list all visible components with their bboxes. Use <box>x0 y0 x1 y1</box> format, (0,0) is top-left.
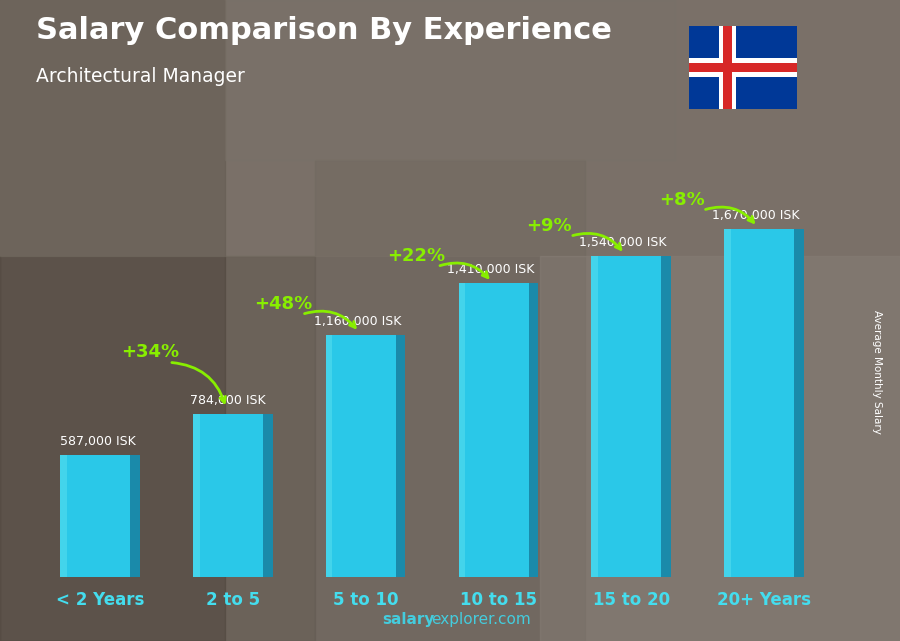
Text: +8%: +8% <box>659 191 705 209</box>
Bar <box>724 229 731 577</box>
Bar <box>130 454 140 577</box>
Bar <box>315 160 585 641</box>
Text: explorer.com: explorer.com <box>431 612 531 627</box>
Text: Average Monthly Salary: Average Monthly Salary <box>872 310 883 434</box>
Bar <box>719 26 736 109</box>
Bar <box>0 0 225 641</box>
Bar <box>794 229 804 577</box>
Text: +48%: +48% <box>254 295 312 313</box>
Bar <box>688 58 796 76</box>
Text: 1,540,000 ISK: 1,540,000 ISK <box>580 236 667 249</box>
Bar <box>193 413 200 577</box>
Text: +34%: +34% <box>122 343 180 361</box>
Bar <box>723 26 732 109</box>
Bar <box>459 283 528 577</box>
Text: 1,160,000 ISK: 1,160,000 ISK <box>314 315 401 328</box>
Bar <box>540 256 900 641</box>
Bar <box>724 229 794 577</box>
Text: Architectural Manager: Architectural Manager <box>36 67 245 87</box>
Bar <box>60 454 67 577</box>
Bar <box>0 256 315 641</box>
Text: 587,000 ISK: 587,000 ISK <box>59 435 135 448</box>
Bar <box>459 283 465 577</box>
Text: Salary Comparison By Experience: Salary Comparison By Experience <box>36 16 612 45</box>
Bar <box>326 335 332 577</box>
Text: +9%: +9% <box>526 217 572 235</box>
Bar <box>591 256 598 577</box>
Bar <box>326 335 396 577</box>
Bar <box>225 0 675 160</box>
Text: salary: salary <box>382 612 435 627</box>
Text: +22%: +22% <box>387 247 446 265</box>
Text: 1,670,000 ISK: 1,670,000 ISK <box>712 209 800 222</box>
Text: 1,410,000 ISK: 1,410,000 ISK <box>446 263 534 276</box>
Bar <box>193 413 263 577</box>
Bar <box>60 454 130 577</box>
Bar <box>0 0 900 256</box>
Text: 784,000 ISK: 784,000 ISK <box>190 394 266 407</box>
Bar <box>528 283 538 577</box>
Bar <box>396 335 405 577</box>
Bar <box>263 413 273 577</box>
Bar <box>662 256 671 577</box>
Bar <box>688 63 796 72</box>
Bar <box>591 256 662 577</box>
